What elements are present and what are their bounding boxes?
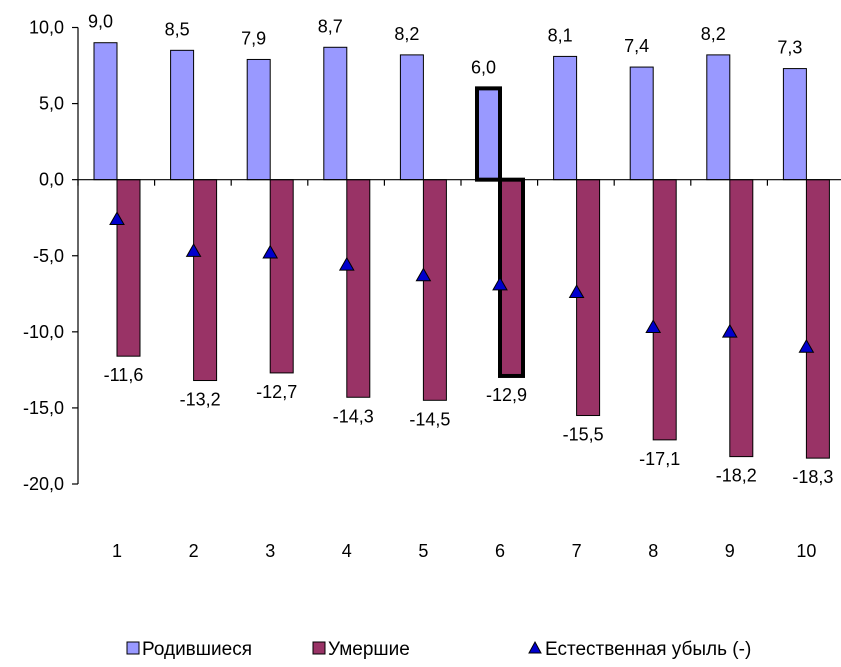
marker-natural-decline xyxy=(185,243,202,257)
bar-deaths xyxy=(805,179,830,459)
x-tick-labels: 1 2 3 4 5 6 7 8 9 10 xyxy=(112,541,816,561)
y-axis: 10,0 5,0 0,0 -5,0 -10,0 -15,0 -20,0 xyxy=(23,18,79,494)
data-label-births: 9,0 xyxy=(88,12,113,32)
legend-marker xyxy=(528,640,542,654)
bar-births xyxy=(475,86,502,182)
marker-natural-decline xyxy=(721,323,738,338)
data-label-births: 8,7 xyxy=(318,16,343,36)
data-label-deaths: -17,1 xyxy=(639,449,680,469)
y-tick-label: 10,0 xyxy=(29,18,64,38)
y-tick-label: 0,0 xyxy=(39,170,64,190)
y-tick-label: -10,0 xyxy=(23,322,64,342)
bar-deaths xyxy=(652,179,677,441)
y-tick-label: -20,0 xyxy=(23,474,64,494)
data-label-births: 7,4 xyxy=(624,36,649,56)
x-tick-label: 8 xyxy=(648,541,658,561)
legend-item: Родившиеся xyxy=(126,639,252,660)
bar-births xyxy=(170,49,195,181)
bar-births xyxy=(553,55,578,181)
x-tick-label: 6 xyxy=(495,541,505,561)
marker-natural-decline xyxy=(798,339,815,353)
bar-births xyxy=(399,54,424,181)
x-tick-label: 9 xyxy=(725,541,735,561)
markers xyxy=(109,211,815,353)
x-tick-label: 3 xyxy=(265,541,275,561)
data-label-births: 8,5 xyxy=(165,19,190,39)
legend-item: Естественная убыль (-) xyxy=(528,639,751,660)
x-tick-label: 7 xyxy=(572,541,582,561)
data-label-births: 8,1 xyxy=(548,25,573,45)
bar-deaths xyxy=(729,179,754,458)
data-label-births: 6,0 xyxy=(471,57,496,77)
legend-item: Умершие xyxy=(312,639,410,660)
y-tick-label: -15,0 xyxy=(23,398,64,418)
bar-births xyxy=(782,68,807,181)
bar-deaths xyxy=(269,179,294,374)
bar-births xyxy=(246,58,271,181)
bar-deaths xyxy=(422,179,447,401)
bar-deaths xyxy=(498,177,525,378)
marker-natural-decline xyxy=(262,244,279,259)
x-tick-label: 2 xyxy=(189,541,199,561)
bar-deaths xyxy=(193,179,218,382)
legend-swatch xyxy=(312,641,326,655)
data-label-deaths: -18,2 xyxy=(716,466,757,486)
x-tick-label: 10 xyxy=(796,541,816,561)
marker-natural-decline xyxy=(109,211,125,225)
x-tick-label: 4 xyxy=(342,541,352,561)
data-label-deaths: -18,3 xyxy=(792,467,833,487)
bar-deaths xyxy=(116,179,141,357)
legend-label: Естественная убыль (-) xyxy=(545,639,751,660)
legend-label: Умершие xyxy=(328,639,410,660)
data-label-deaths: -12,7 xyxy=(256,382,297,402)
data-label-births: 8,2 xyxy=(394,24,419,44)
data-label-deaths: -14,3 xyxy=(333,406,374,426)
bar-births xyxy=(93,42,118,181)
y-tick-label: 5,0 xyxy=(39,94,64,114)
data-label-births: 7,3 xyxy=(777,38,802,58)
x-axis xyxy=(77,179,841,186)
data-label-births: 8,2 xyxy=(701,24,726,44)
legend-swatch xyxy=(126,641,140,655)
bar-births xyxy=(629,66,654,181)
data-labels: 9,0 -11,6 8,5 -13,2 7,9 -12,7 8,7 -14,3 8,2 -14,5… xyxy=(88,12,833,487)
data-label-deaths: -12,9 xyxy=(486,385,527,405)
marker-natural-decline xyxy=(415,267,432,282)
legend-label: Родившиеся xyxy=(142,639,252,660)
marker-natural-decline xyxy=(338,256,355,271)
legend: Родившиеся Умершие Естественная убыль (-) xyxy=(126,639,751,660)
marker-natural-decline xyxy=(568,284,585,299)
data-label-deaths: -15,5 xyxy=(563,425,604,445)
data-label-deaths: -11,6 xyxy=(104,365,144,385)
data-label-deaths: -14,5 xyxy=(409,409,450,429)
x-tick-label: 1 xyxy=(112,541,122,561)
bar-deaths xyxy=(346,179,371,398)
bar-births xyxy=(323,46,348,181)
data-label-deaths: -13,2 xyxy=(180,390,221,410)
y-tick-label: -5,0 xyxy=(33,246,64,266)
marker-natural-decline xyxy=(492,276,508,291)
bar-births xyxy=(706,54,731,181)
x-tick-label: 5 xyxy=(418,541,428,561)
data-label-births: 7,9 xyxy=(241,28,266,48)
marker-natural-decline xyxy=(645,319,662,334)
